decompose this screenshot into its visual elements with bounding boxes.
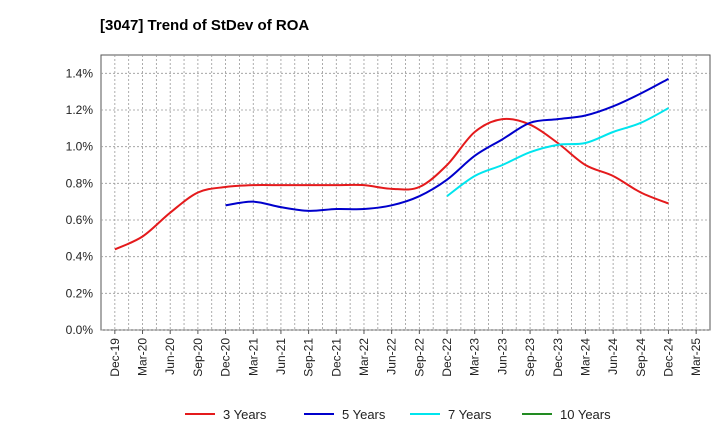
y-tick-label: 0.0% xyxy=(66,323,94,337)
legend-label: 3 Years xyxy=(223,407,267,422)
x-tick-label: Jun-23 xyxy=(495,338,509,375)
x-tick-label: Mar-23 xyxy=(468,338,482,376)
chart-title: [3047] Trend of StDev of ROA xyxy=(100,17,309,34)
series-line-5-years xyxy=(225,77,669,212)
x-tick-label: Sep-23 xyxy=(523,338,537,377)
y-axis-ticks: 0.0% 0.2% 0.4% 0.6% 0.8% 1.0% 1.2% 1.4% xyxy=(66,66,94,337)
y-tick-label: 0.8% xyxy=(66,176,94,190)
x-tick-label: Dec-23 xyxy=(551,338,565,377)
legend-label: 7 Years xyxy=(448,407,492,422)
x-tick-label: Mar-22 xyxy=(357,338,371,376)
x-tick-label: Sep-24 xyxy=(634,338,648,377)
series-line-3-years xyxy=(114,117,669,251)
series-line-7-years xyxy=(446,107,669,197)
x-tick-label: Jun-20 xyxy=(163,338,177,375)
x-tick-label: Mar-21 xyxy=(246,338,260,376)
x-tick-label: Mar-25 xyxy=(689,338,703,376)
x-tick-label: Jun-24 xyxy=(606,338,620,375)
y-tick-label: 1.4% xyxy=(66,66,94,80)
x-tick-label: Mar-24 xyxy=(578,338,592,376)
x-tick-label: Dec-20 xyxy=(219,338,233,377)
x-tick-label: Sep-20 xyxy=(191,338,205,377)
y-tick-label: 0.2% xyxy=(66,286,94,300)
y-tick-label: 0.6% xyxy=(66,213,94,227)
x-tick-label: Dec-24 xyxy=(661,338,675,377)
x-tick-label: Dec-22 xyxy=(440,338,454,377)
legend: 3 Years 5 Years 7 Years 10 Years xyxy=(185,407,611,422)
x-axis-ticks: Dec-19 Mar-20 Jun-20 Sep-20 Dec-20 Mar-21 Jun-… xyxy=(108,330,703,377)
x-tick-label: Mar-20 xyxy=(136,338,150,376)
legend-label: 10 Years xyxy=(560,407,611,422)
x-tick-label: Dec-19 xyxy=(108,338,122,377)
x-tick-label: Dec-21 xyxy=(329,338,343,377)
y-tick-label: 1.0% xyxy=(66,140,94,154)
x-tick-label: Sep-22 xyxy=(412,338,426,377)
y-tick-label: 0.4% xyxy=(66,250,94,264)
series-lines xyxy=(114,77,669,251)
x-tick-label: Jun-22 xyxy=(385,338,399,375)
y-tick-label: 1.2% xyxy=(66,103,94,117)
legend-label: 5 Years xyxy=(342,407,386,422)
x-tick-label: Sep-21 xyxy=(302,338,316,377)
x-tick-label: Jun-21 xyxy=(274,338,288,375)
